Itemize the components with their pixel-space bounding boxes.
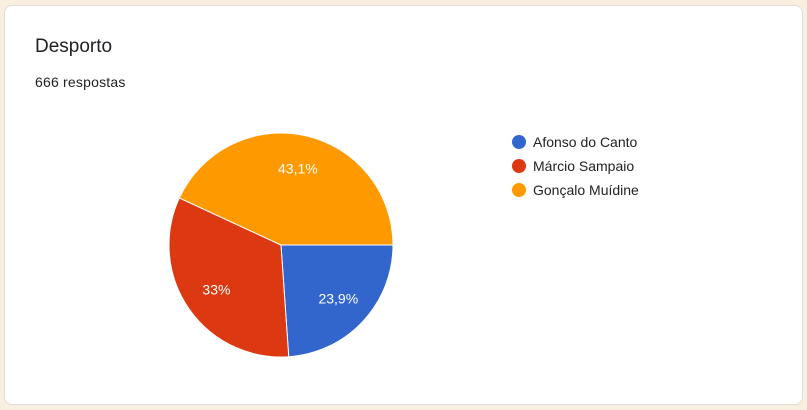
legend-label: Gonçalo Muídine [533, 182, 639, 198]
legend: Afonso do Canto Márcio Sampaio Gonçalo M… [512, 130, 639, 202]
legend-color-dot [512, 183, 526, 197]
legend-label: Afonso do Canto [533, 134, 638, 150]
legend-color-dot [512, 159, 526, 173]
chart-card: Desporto 666 respostas [4, 5, 803, 405]
slice-data-label: 23,9% [318, 290, 358, 306]
legend-item[interactable]: Gonçalo Muídine [512, 178, 639, 202]
legend-item[interactable]: Márcio Sampaio [512, 154, 639, 178]
pie-slice-3[interactable] [178, 132, 394, 246]
legend-item[interactable]: Afonso do Canto [512, 130, 639, 154]
legend-color-dot [512, 135, 526, 149]
question-title: Desporto [35, 36, 113, 57]
slice-data-label: 43,1% [278, 160, 318, 176]
legend-label: Márcio Sampaio [533, 158, 635, 174]
slice-data-label: 33% [202, 281, 230, 297]
pie-slice-1[interactable] [280, 244, 394, 358]
response-count: 666 respostas [35, 74, 126, 90]
pie-slice-2[interactable] [168, 197, 290, 358]
